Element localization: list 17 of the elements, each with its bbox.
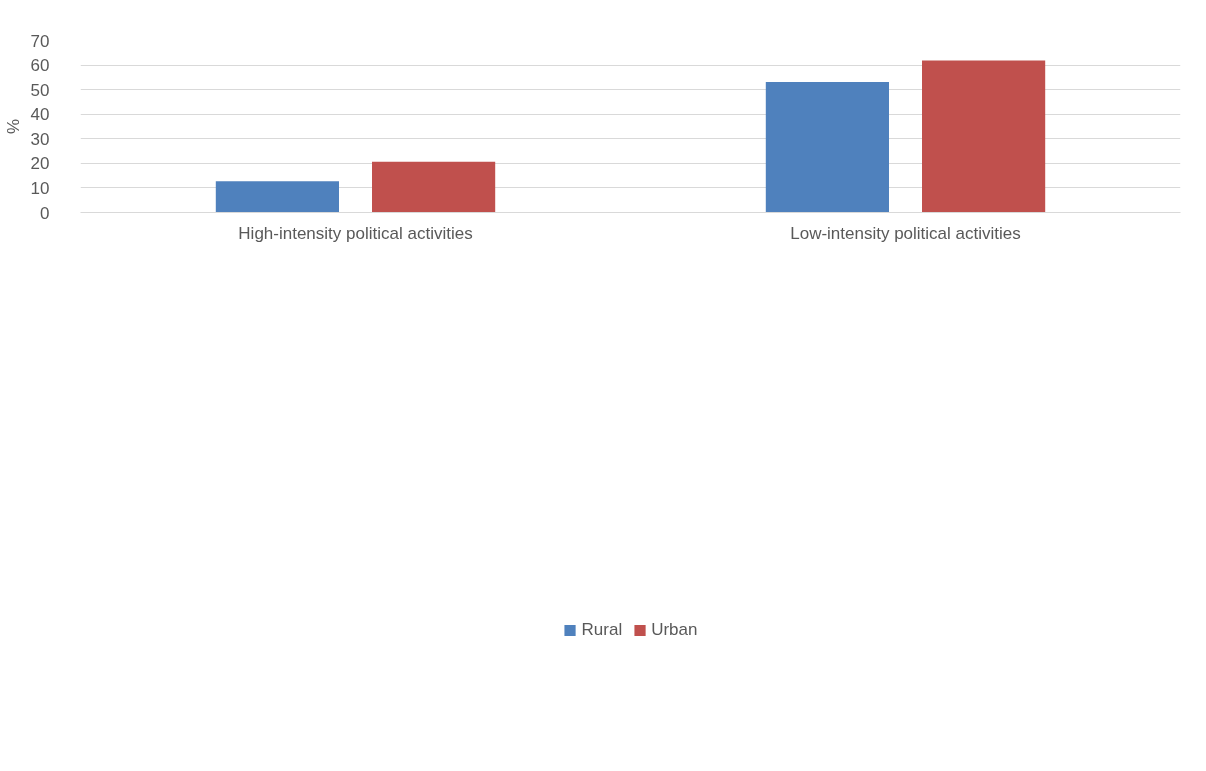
x-tick-label: Low-intensity political activities bbox=[790, 223, 1021, 243]
legend-label: Rural bbox=[581, 620, 623, 640]
y-tick-label: 50 bbox=[30, 80, 50, 100]
y-tick-label: 70 bbox=[30, 31, 50, 51]
legend-label: Urban bbox=[651, 620, 698, 640]
y-tick-label: 20 bbox=[30, 154, 50, 174]
bar bbox=[215, 181, 339, 213]
y-tick-label: 40 bbox=[30, 105, 50, 125]
bar bbox=[372, 161, 496, 213]
y-tick-label: 10 bbox=[30, 178, 50, 198]
y-tick-label: 0 bbox=[40, 203, 50, 223]
bar bbox=[922, 60, 1046, 213]
bar bbox=[765, 82, 889, 213]
y-axis-title: % bbox=[3, 118, 23, 135]
y-tick-label: 30 bbox=[30, 129, 50, 149]
x-tick-label: High-intensity political activities bbox=[238, 223, 473, 243]
y-tick-label: 60 bbox=[30, 56, 50, 76]
